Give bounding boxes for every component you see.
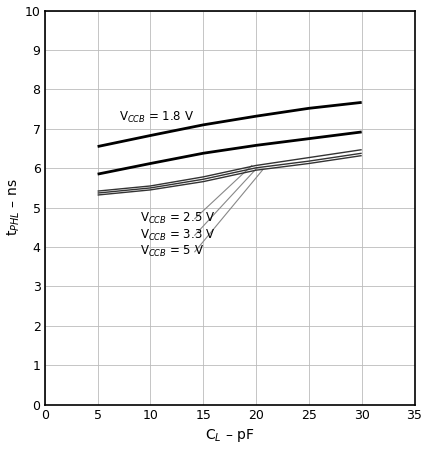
- X-axis label: C$_L$ – pF: C$_L$ – pF: [205, 428, 254, 445]
- Y-axis label: t$_{PHL}$ – ns: t$_{PHL}$ – ns: [6, 179, 22, 236]
- Text: V$_{CCB}$ = 3.3 V: V$_{CCB}$ = 3.3 V: [140, 228, 215, 243]
- Text: V$_{CCB}$ = 2.5 V: V$_{CCB}$ = 2.5 V: [140, 211, 215, 226]
- Text: V$_{CCB}$ = 5 V: V$_{CCB}$ = 5 V: [140, 244, 204, 259]
- Text: V$_{CCB}$ = 1.8 V: V$_{CCB}$ = 1.8 V: [119, 110, 193, 125]
